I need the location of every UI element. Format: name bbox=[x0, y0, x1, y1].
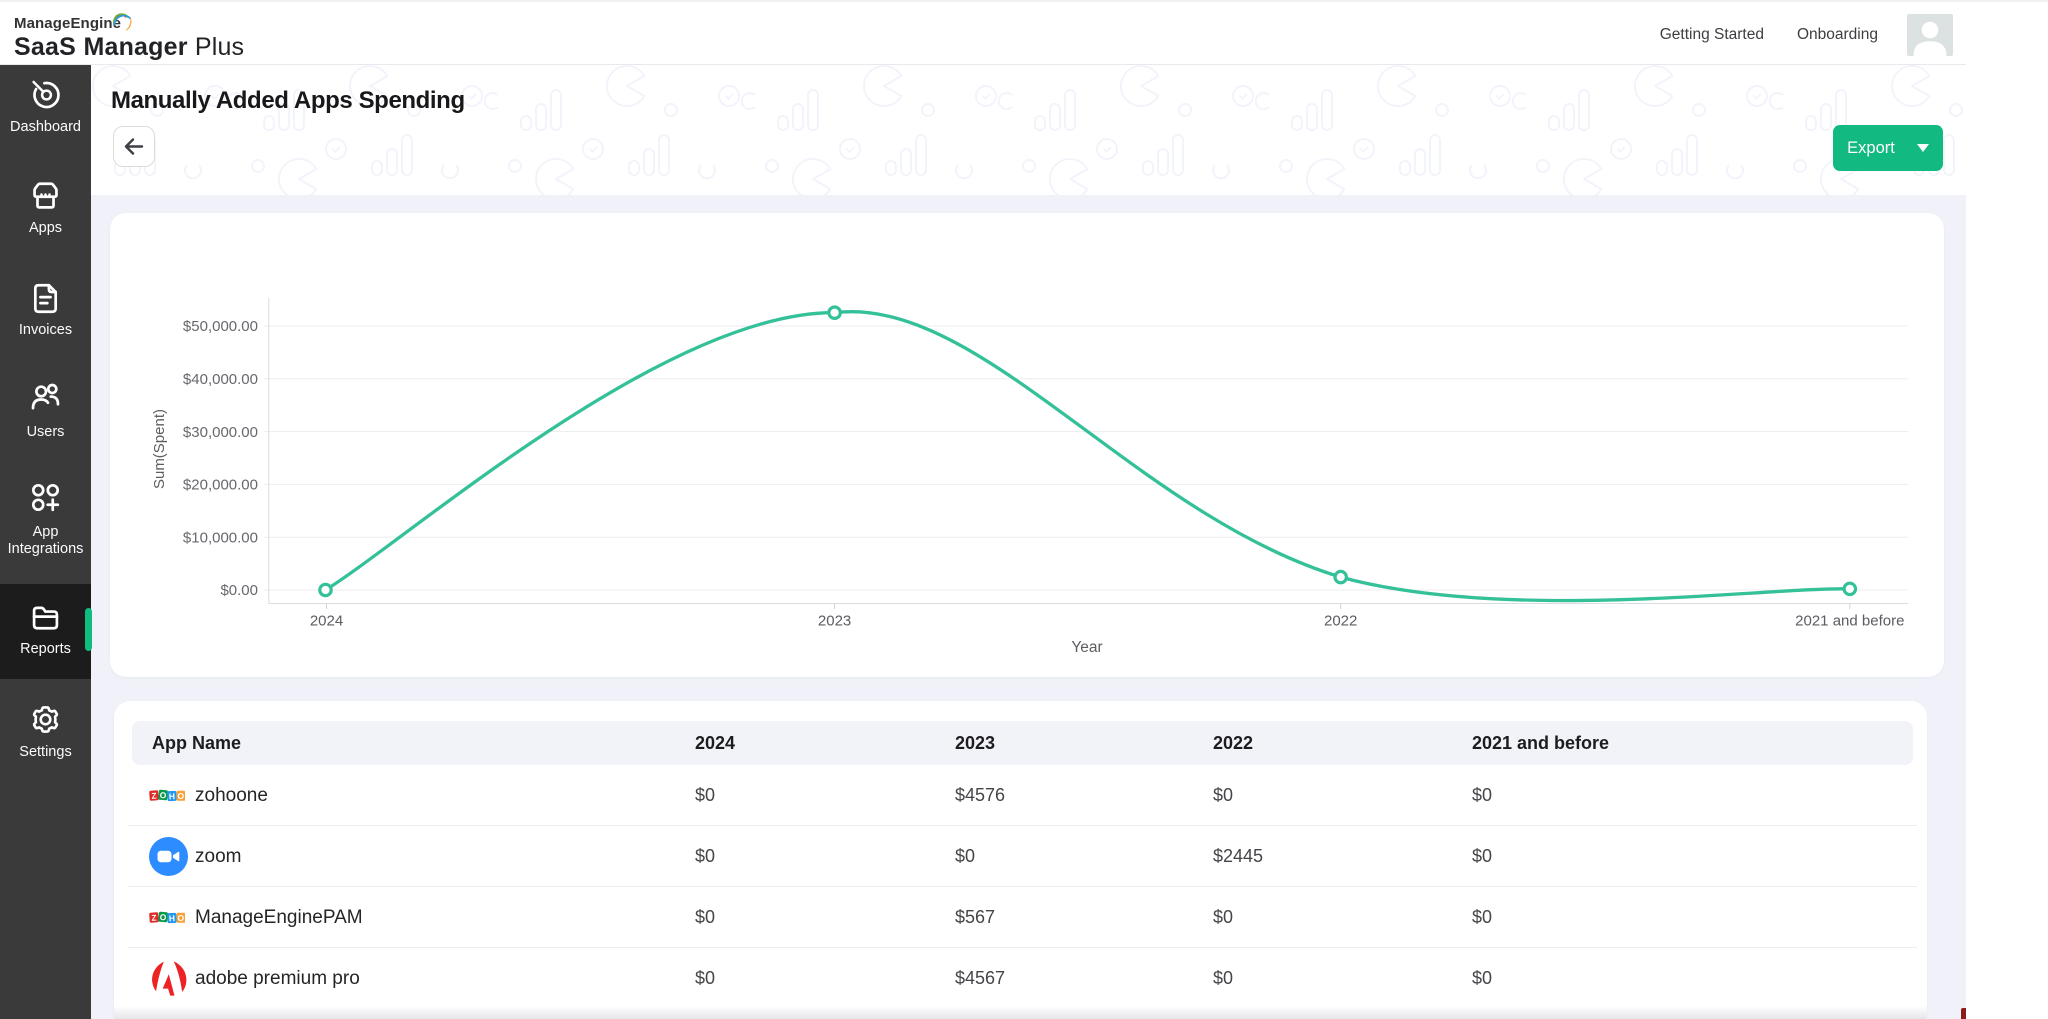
svg-text:$0.00: $0.00 bbox=[220, 582, 258, 599]
svg-text:$10,000.00: $10,000.00 bbox=[183, 529, 258, 546]
svg-text:2021 and before: 2021 and before bbox=[1795, 613, 1904, 630]
svg-text:H: H bbox=[169, 791, 176, 801]
svg-text:$40,000.00: $40,000.00 bbox=[183, 371, 258, 388]
svg-text:$20,000.00: $20,000.00 bbox=[183, 477, 258, 494]
svg-text:O: O bbox=[177, 791, 184, 801]
svg-text:Sum(Spent): Sum(Spent) bbox=[151, 409, 168, 489]
svg-text:2022: 2022 bbox=[1324, 613, 1357, 630]
svg-text:O: O bbox=[177, 913, 184, 923]
svg-text:O: O bbox=[159, 912, 167, 923]
svg-text:2023: 2023 bbox=[818, 613, 851, 630]
svg-text:H: H bbox=[169, 913, 176, 923]
svg-text:O: O bbox=[159, 790, 167, 801]
svg-text:Year: Year bbox=[1071, 639, 1102, 656]
svg-text:Z: Z bbox=[151, 791, 157, 801]
svg-text:Z: Z bbox=[151, 913, 157, 923]
svg-text:2024: 2024 bbox=[310, 613, 343, 630]
svg-text:$30,000.00: $30,000.00 bbox=[183, 424, 258, 441]
svg-text:$50,000.00: $50,000.00 bbox=[183, 318, 258, 335]
